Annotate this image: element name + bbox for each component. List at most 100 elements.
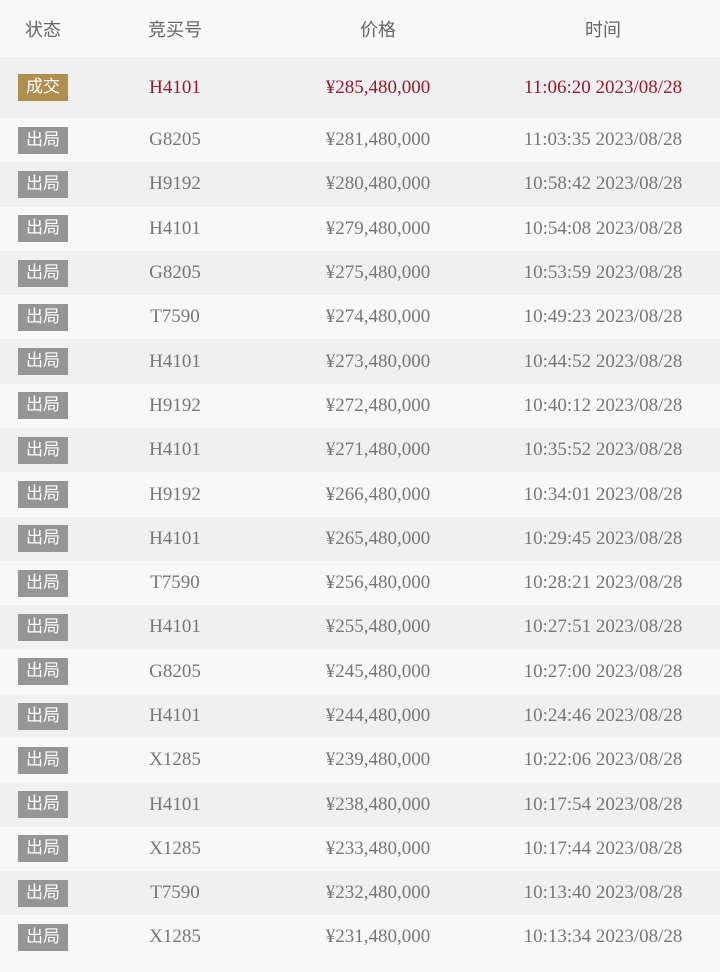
price-cell: ¥256,480,000 xyxy=(325,572,431,594)
status-badge: 出局 xyxy=(18,170,68,198)
bid-no-cell: H9192 xyxy=(149,483,201,505)
status-cell: 出局 xyxy=(0,746,86,774)
status-badge: 出局 xyxy=(18,658,68,686)
status-cell: 出局 xyxy=(0,791,86,819)
price-cell: ¥255,480,000 xyxy=(325,616,431,638)
status-cell: 出局 xyxy=(0,170,86,198)
bid-no-cell: H4101 xyxy=(149,527,201,549)
time-cell: 10:13:34 2023/08/28 xyxy=(523,926,683,948)
time-cell: 10:27:00 2023/08/28 xyxy=(523,660,683,682)
header-price: 价格 xyxy=(360,19,396,41)
table-row: 出局 H9192 ¥272,480,000 10:40:12 2023/08/2… xyxy=(0,383,720,429)
price-cell: ¥244,480,000 xyxy=(325,705,431,726)
time-cell: 10:53:59 2023/08/28 xyxy=(523,262,683,284)
time-cell: 10:49:23 2023/08/28 xyxy=(523,306,683,328)
table-row: 出局 H4101 ¥244,480,000 10:24:46 2023/08/2… xyxy=(0,693,720,739)
status-cell: 成交 xyxy=(0,74,86,101)
bid-no-cell: X1285 xyxy=(149,926,201,948)
status-cell: 出局 xyxy=(0,348,86,376)
status-cell: 出局 xyxy=(0,481,86,509)
status-cell: 出局 xyxy=(0,392,86,420)
bid-no-cell: H4101 xyxy=(149,350,201,372)
status-badge: 出局 xyxy=(18,348,68,376)
time-cell: 10:27:51 2023/08/28 xyxy=(523,616,683,638)
table-row: 出局 H4101 ¥255,480,000 10:27:51 2023/08/2… xyxy=(0,605,720,650)
header-bid-no: 竞买号 xyxy=(148,19,202,41)
table-row: 出局 G8205 ¥281,480,000 11:03:35 2023/08/2… xyxy=(0,118,720,163)
status-cell: 出局 xyxy=(0,835,86,863)
price-cell: ¥273,480,000 xyxy=(325,350,431,372)
table-row: 出局 X1285 ¥233,480,000 10:17:44 2023/08/2… xyxy=(0,826,720,872)
table-row: 出局 H4101 ¥265,480,000 10:29:45 2023/08/2… xyxy=(0,516,720,561)
price-cell: ¥245,480,000 xyxy=(325,660,431,682)
price-cell: ¥275,480,000 xyxy=(325,262,431,284)
bid-no-cell: G8205 xyxy=(149,262,201,284)
table-row: 出局 T7590 ¥256,480,000 10:28:21 2023/08/2… xyxy=(0,560,720,606)
price-cell: ¥272,480,000 xyxy=(325,394,431,416)
time-cell: 10:13:40 2023/08/28 xyxy=(523,882,683,904)
time-cell: 10:35:52 2023/08/28 xyxy=(523,439,683,461)
time-cell: 11:03:35 2023/08/28 xyxy=(523,129,683,151)
price-cell: ¥238,480,000 xyxy=(325,793,431,815)
table-row: 出局 T7590 ¥274,480,000 10:49:23 2023/08/2… xyxy=(0,295,720,340)
price-cell: ¥233,480,000 xyxy=(325,837,431,859)
time-cell: 10:24:46 2023/08/28 xyxy=(523,705,683,726)
price-cell: ¥279,480,000 xyxy=(325,217,431,239)
price-cell: ¥232,480,000 xyxy=(325,882,431,904)
bid-no-cell: H9192 xyxy=(149,173,201,195)
status-badge: 出局 xyxy=(18,879,68,907)
status-badge: 成交 xyxy=(18,74,68,101)
status-cell: 出局 xyxy=(0,215,86,243)
status-badge: 出局 xyxy=(18,303,68,331)
table-row: 出局 G8205 ¥275,480,000 10:53:59 2023/08/2… xyxy=(0,250,720,296)
time-cell: 10:58:42 2023/08/28 xyxy=(523,173,683,195)
status-badge: 出局 xyxy=(18,126,68,154)
status-cell: 出局 xyxy=(0,658,86,686)
time-cell: 10:22:06 2023/08/28 xyxy=(523,749,683,771)
price-cell: ¥274,480,000 xyxy=(325,306,431,328)
table-row: 出局 X1285 ¥231,480,000 10:13:34 2023/08/2… xyxy=(0,915,720,960)
status-cell: 出局 xyxy=(0,923,86,951)
table-row: 出局 H4101 ¥279,480,000 10:54:08 2023/08/2… xyxy=(0,206,720,251)
status-cell: 出局 xyxy=(0,879,86,907)
table-row: 出局 H9192 ¥280,480,000 10:58:42 2023/08/2… xyxy=(0,162,720,207)
status-badge: 出局 xyxy=(18,215,68,243)
bid-no-cell: T7590 xyxy=(150,306,200,328)
bid-no-cell: H9192 xyxy=(149,394,201,416)
bid-no-cell: H4101 xyxy=(149,76,201,98)
status-cell: 出局 xyxy=(0,613,86,641)
time-cell: 10:34:01 2023/08/28 xyxy=(523,483,683,505)
table-row: 出局 H4101 ¥238,480,000 10:17:54 2023/08/2… xyxy=(0,782,720,827)
bid-no-cell: T7590 xyxy=(150,882,200,904)
time-cell: 10:28:21 2023/08/28 xyxy=(523,572,683,594)
bid-no-cell: G8205 xyxy=(149,129,201,151)
price-cell: ¥285,480,000 xyxy=(325,76,431,98)
price-cell: ¥239,480,000 xyxy=(325,749,431,771)
status-badge: 出局 xyxy=(18,746,68,774)
bid-no-cell: G8205 xyxy=(149,660,201,682)
status-badge: 出局 xyxy=(18,436,68,464)
table-body: 成交 H4101 ¥285,480,000 11:06:20 2023/08/2… xyxy=(0,57,720,960)
bid-no-cell: H4101 xyxy=(149,616,201,638)
time-cell: 10:17:44 2023/08/28 xyxy=(523,837,683,859)
time-cell: 10:17:54 2023/08/28 xyxy=(523,793,683,815)
status-badge: 出局 xyxy=(18,259,68,287)
price-cell: ¥280,480,000 xyxy=(325,173,431,195)
time-cell: 10:40:12 2023/08/28 xyxy=(523,394,683,416)
status-badge: 出局 xyxy=(18,923,68,951)
price-cell: ¥281,480,000 xyxy=(325,129,431,151)
status-badge: 出局 xyxy=(18,613,68,641)
table-row: 出局 G8205 ¥245,480,000 10:27:00 2023/08/2… xyxy=(0,649,720,694)
bid-no-cell: H4101 xyxy=(149,705,201,726)
price-cell: ¥265,480,000 xyxy=(325,527,431,549)
table-row: 出局 H9192 ¥266,480,000 10:34:01 2023/08/2… xyxy=(0,472,720,517)
table-row: 出局 X1285 ¥239,480,000 10:22:06 2023/08/2… xyxy=(0,738,720,783)
table-row: 出局 T7590 ¥232,480,000 10:13:40 2023/08/2… xyxy=(0,871,720,916)
table-header: 状态 竞买号 价格 时间 xyxy=(0,0,720,57)
status-badge: 出局 xyxy=(18,481,68,509)
bid-no-cell: T7590 xyxy=(150,572,200,594)
table-row: 出局 H4101 ¥271,480,000 10:35:52 2023/08/2… xyxy=(0,428,720,473)
bid-no-cell: H4101 xyxy=(149,217,201,239)
status-cell: 出局 xyxy=(0,569,86,597)
